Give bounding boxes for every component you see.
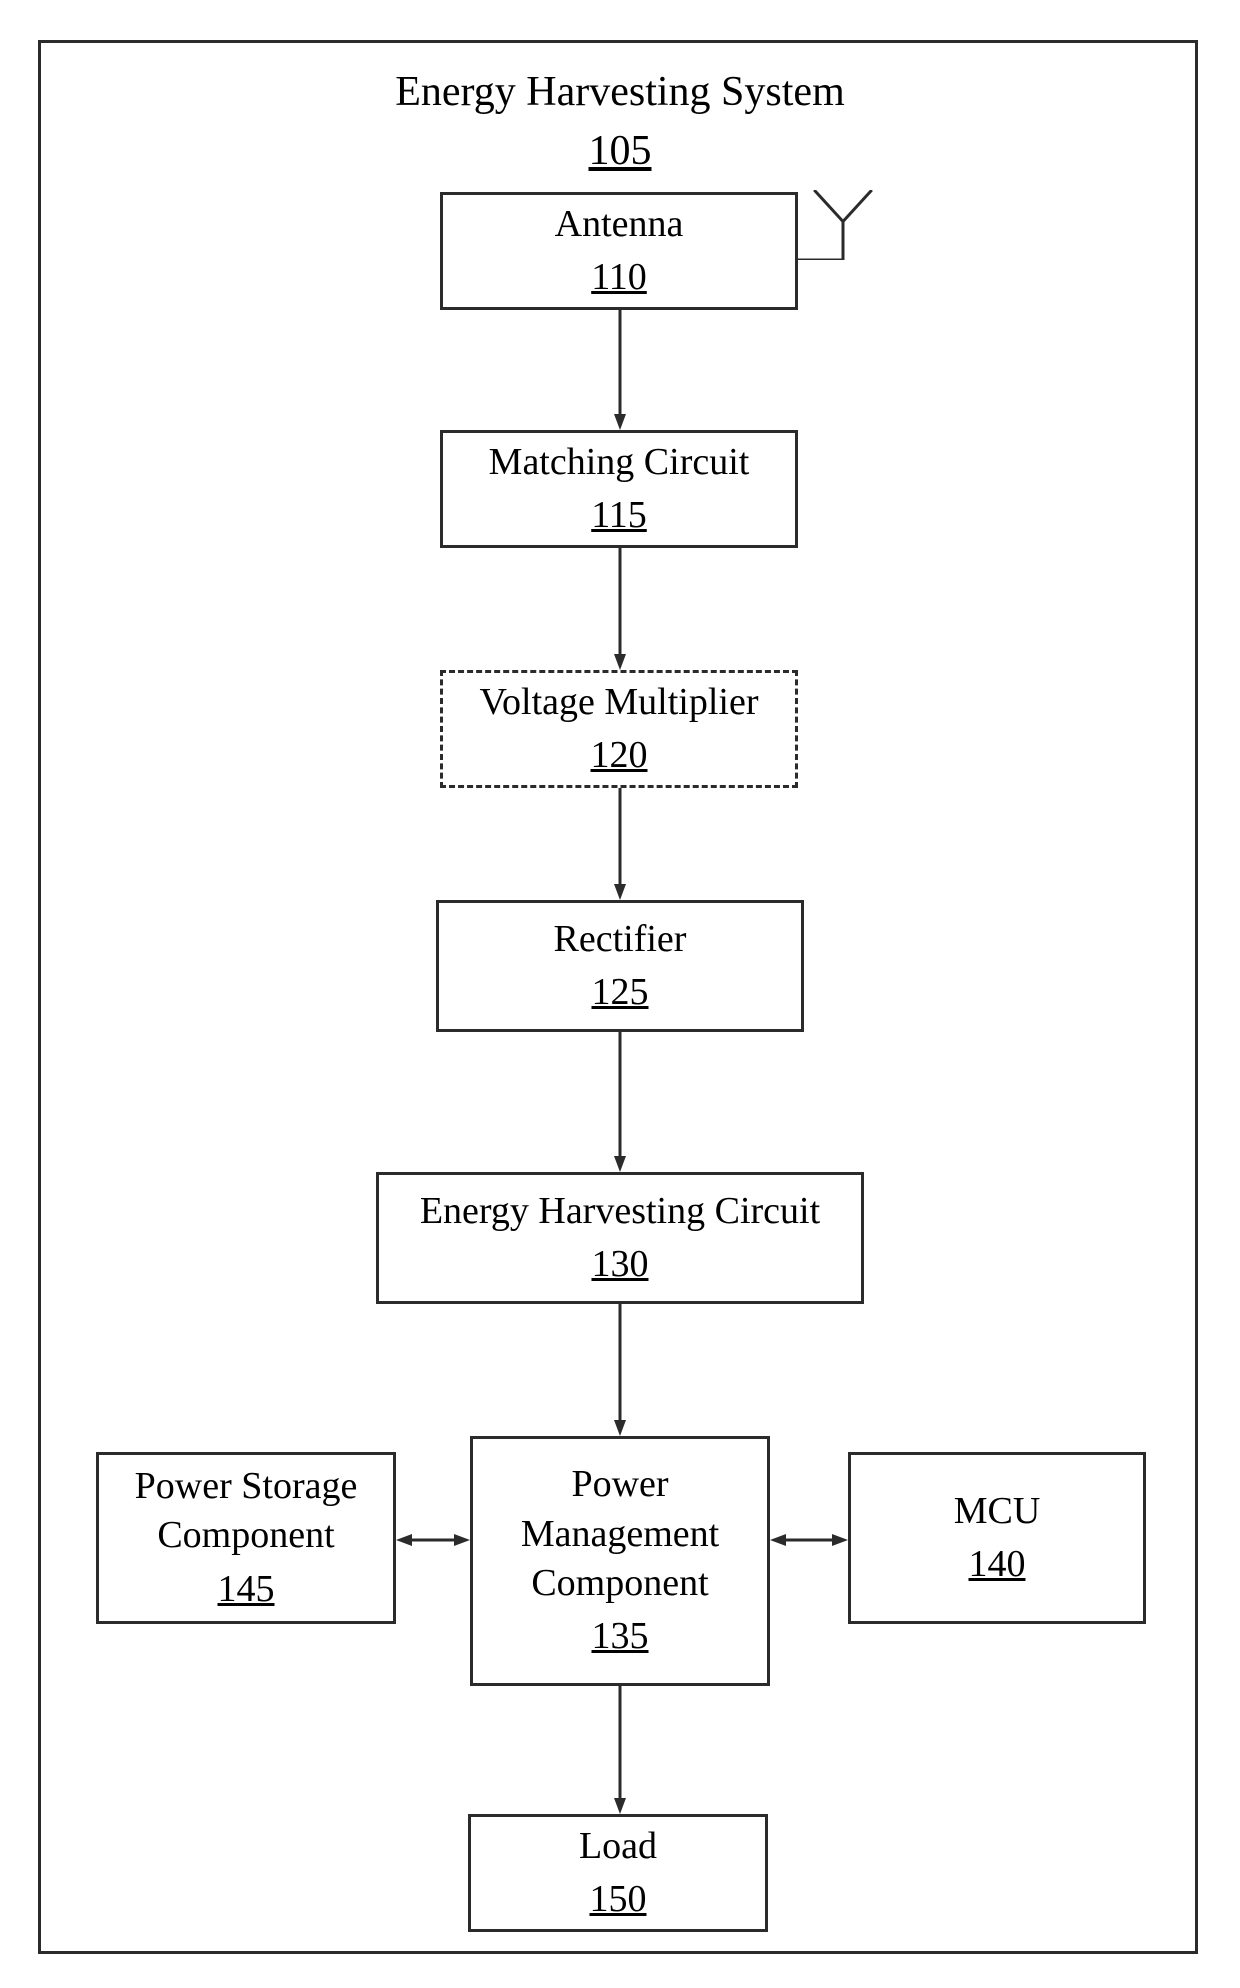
diagram-canvas: Energy Harvesting System 105 Antenna 110… — [0, 0, 1240, 1988]
arrows-layer — [0, 0, 1240, 1988]
